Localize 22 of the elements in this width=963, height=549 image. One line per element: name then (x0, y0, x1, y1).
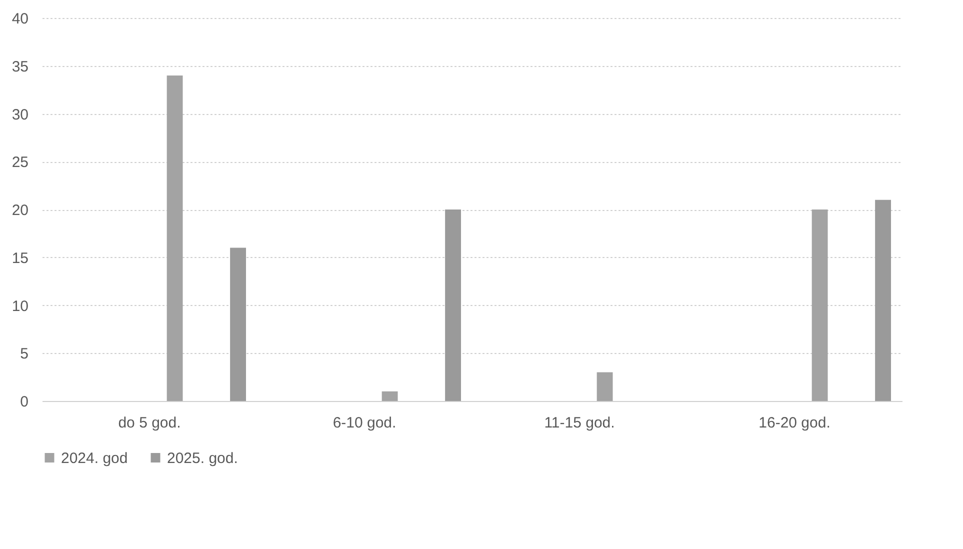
bar (382, 391, 398, 401)
y-tick-label: 40 (12, 10, 28, 28)
bar (875, 200, 891, 401)
bar (812, 210, 828, 401)
bar (230, 248, 246, 401)
y-tick-label: 5 (20, 346, 28, 363)
y-tick-label: 0 (20, 394, 28, 410)
y-tick-label: 25 (12, 154, 28, 172)
y-tick-label: 10 (12, 298, 28, 315)
legend-label: 2024. god (61, 450, 128, 467)
y-tick-label: 35 (12, 58, 28, 76)
y-tick-label: 15 (12, 250, 28, 267)
x-tick-label: 16-20 god. (758, 414, 830, 432)
y-tick-label: 20 (12, 202, 28, 219)
y-tick-label: 30 (12, 106, 28, 124)
x-tick-label: 11-15 god. (544, 414, 615, 432)
legend-label: 2025. god. (167, 450, 238, 467)
x-tick-label: do 5 god. (118, 414, 181, 432)
x-tick-label: 6-10 god. (332, 414, 396, 432)
bar (445, 210, 461, 401)
bar (596, 372, 613, 401)
bar (166, 75, 183, 401)
